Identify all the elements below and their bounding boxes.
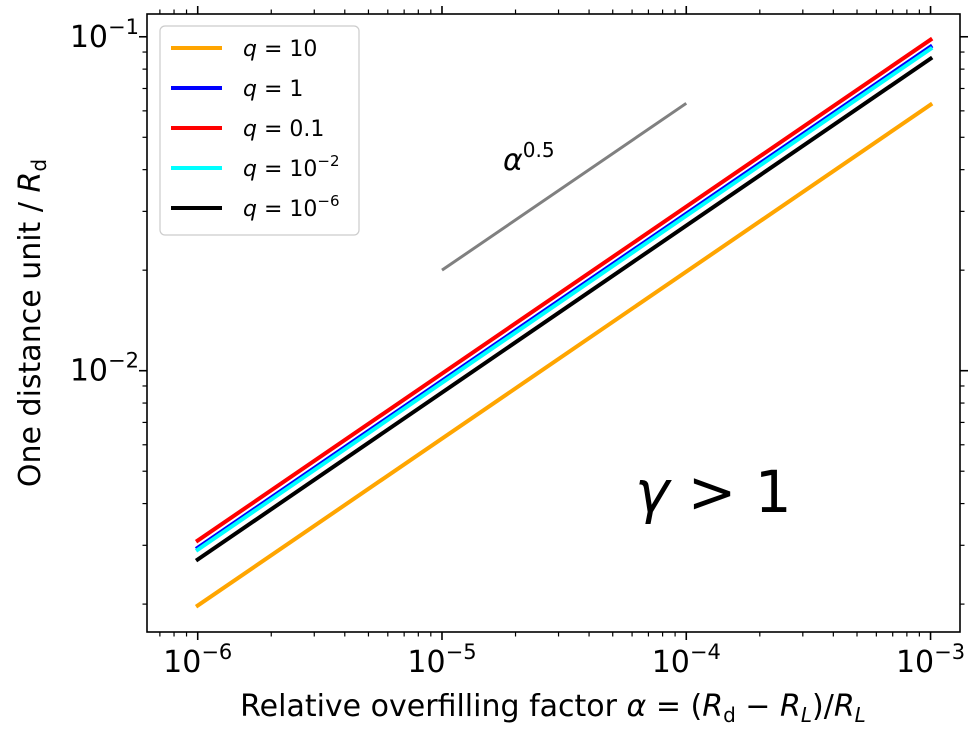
- reference-slope: α0.5: [441, 102, 688, 272]
- reference-slope-line: [441, 102, 688, 272]
- gamma-annotation: γ > 1: [635, 458, 792, 526]
- y-tick-labels: 10−2 10−1: [70, 15, 139, 389]
- legend-label: q = 10−6: [243, 192, 340, 222]
- series-line: [194, 101, 934, 609]
- x-axis-title: Relative overfilling factor α = (Rd − RL…: [240, 689, 866, 727]
- series-lines: [194, 36, 934, 609]
- reference-slope-label: α0.5: [503, 138, 555, 178]
- x-tick-label: 10−4: [652, 640, 721, 680]
- legend-box: [159, 25, 360, 236]
- series-line: [194, 36, 934, 544]
- y-tick-label: 10−2: [70, 349, 139, 389]
- x-tick-label: 10−5: [407, 640, 476, 680]
- plot-frame: [146, 13, 961, 633]
- y-axis-title: One distance unit / Rd: [13, 159, 51, 487]
- series-line: [194, 55, 934, 563]
- y-tick-label: 10−1: [70, 15, 139, 55]
- x-tick-label: 10−3: [896, 640, 965, 680]
- x-tick-labels: 10−6 10−5 10−4 10−3: [163, 640, 965, 680]
- series-line: [194, 46, 934, 553]
- legend: q = 10 q = 1 q = 0.1 q = 10−2 q = 10−6: [159, 25, 360, 236]
- legend-label: q = 0.1: [243, 117, 324, 142]
- x-tick-label: 10−6: [163, 640, 232, 680]
- legend-label: q = 10: [243, 37, 317, 62]
- legend-label: q = 10−2: [243, 152, 340, 182]
- legend-label: q = 1: [243, 77, 303, 102]
